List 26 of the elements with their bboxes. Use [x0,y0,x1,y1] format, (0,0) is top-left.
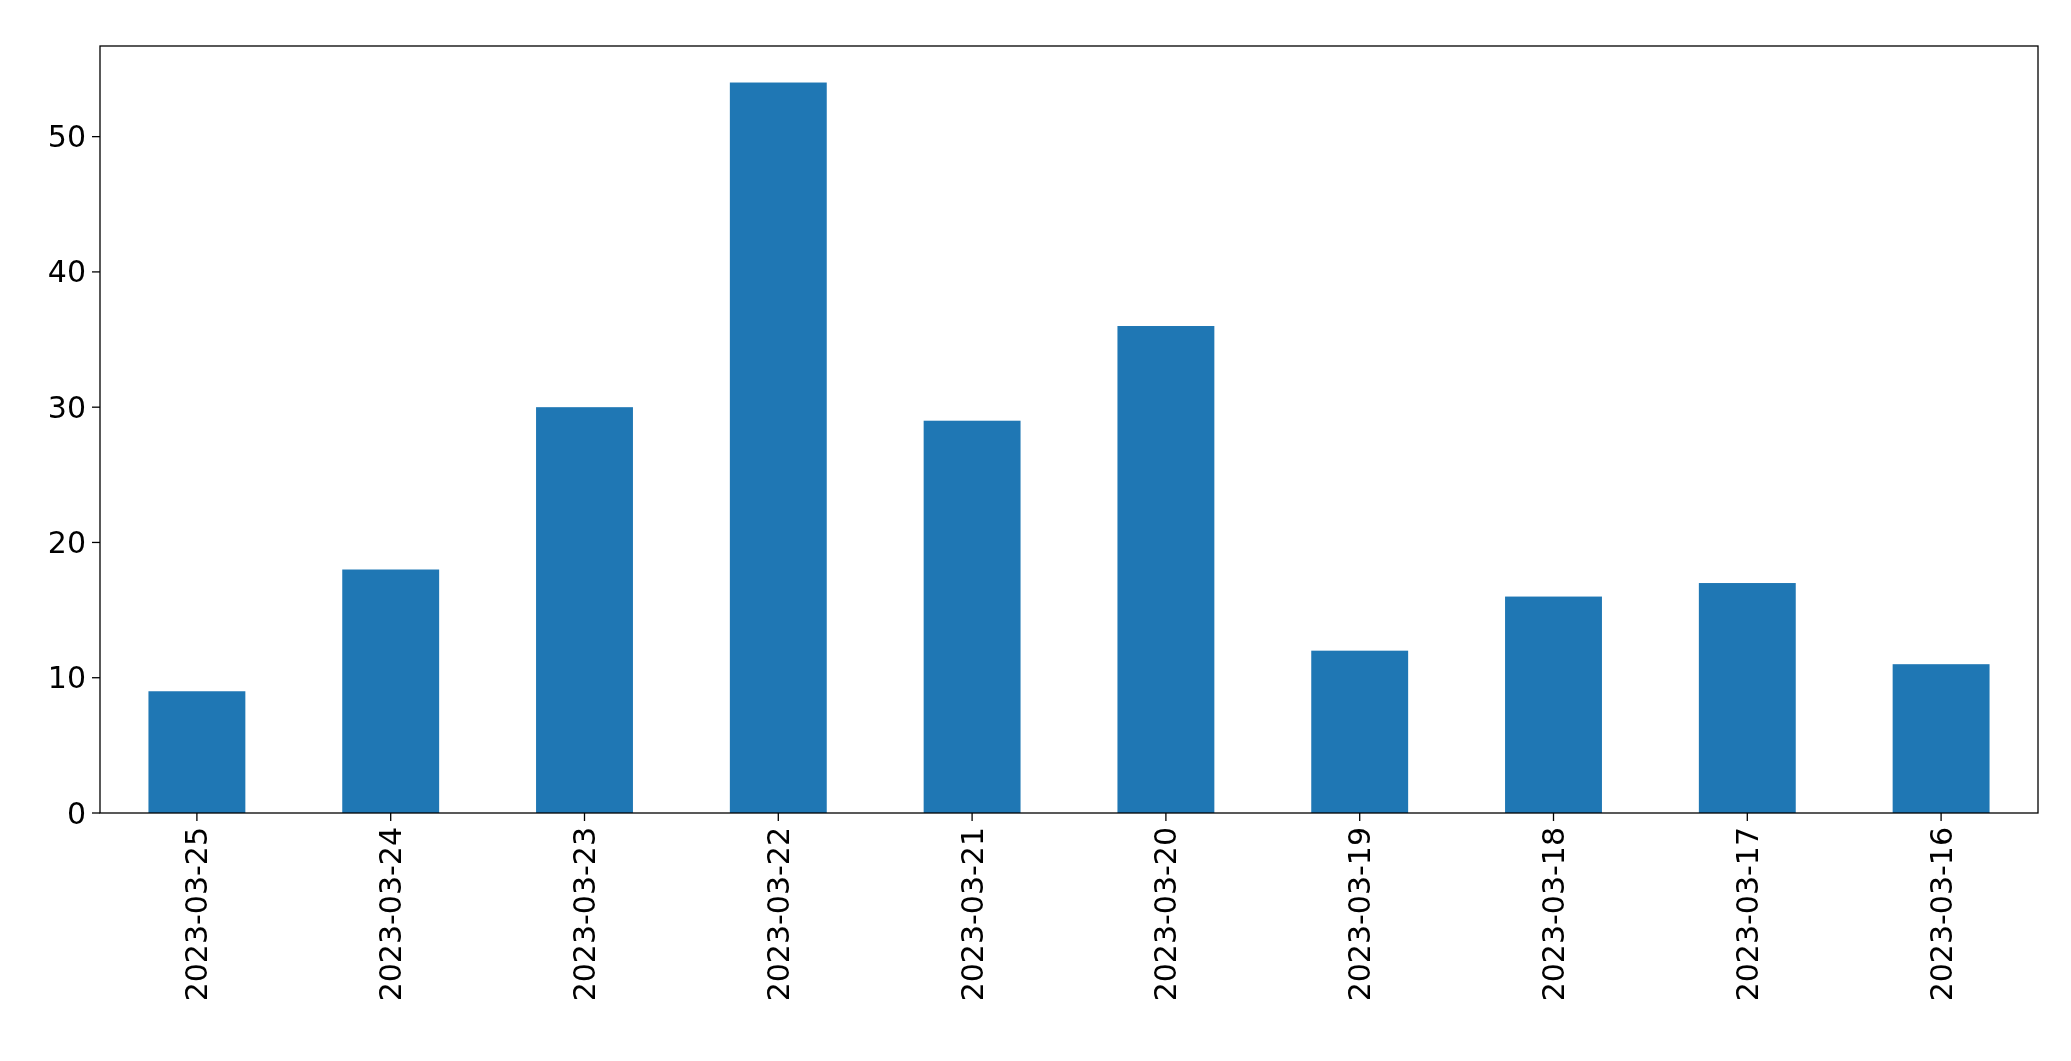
x-tick-label: 2023-03-16 [1923,827,1959,1002]
x-tick-label: 2023-03-24 [373,827,409,1002]
bar [1698,583,1796,813]
x-tick-label: 2023-03-21 [954,827,990,1002]
bar [1892,664,1990,813]
bar [923,420,1021,813]
y-tick-label: 50 [47,119,86,155]
x-tick-label: 2023-03-19 [1342,827,1378,1002]
y-tick-label: 10 [47,660,86,696]
bar [342,569,440,813]
bar [1311,650,1409,813]
y-tick-label: 0 [66,795,86,831]
y-tick-label: 20 [47,524,86,560]
x-tick-label: 2023-03-23 [567,827,602,1002]
bar [148,691,246,813]
y-tick-label: 30 [47,389,86,425]
x-tick-label: 2023-03-18 [1536,827,1571,1002]
x-tick-label: 2023-03-20 [1148,827,1184,1002]
bar [1505,596,1602,813]
bar [1117,326,1215,813]
y-tick-label: 40 [47,254,86,290]
x-tick-label: 2023-03-17 [1729,827,1765,1002]
x-tick-label: 2023-03-22 [760,827,796,1002]
bar [536,407,633,813]
bar [729,82,827,813]
x-tick-label: 2023-03-25 [179,827,215,1002]
